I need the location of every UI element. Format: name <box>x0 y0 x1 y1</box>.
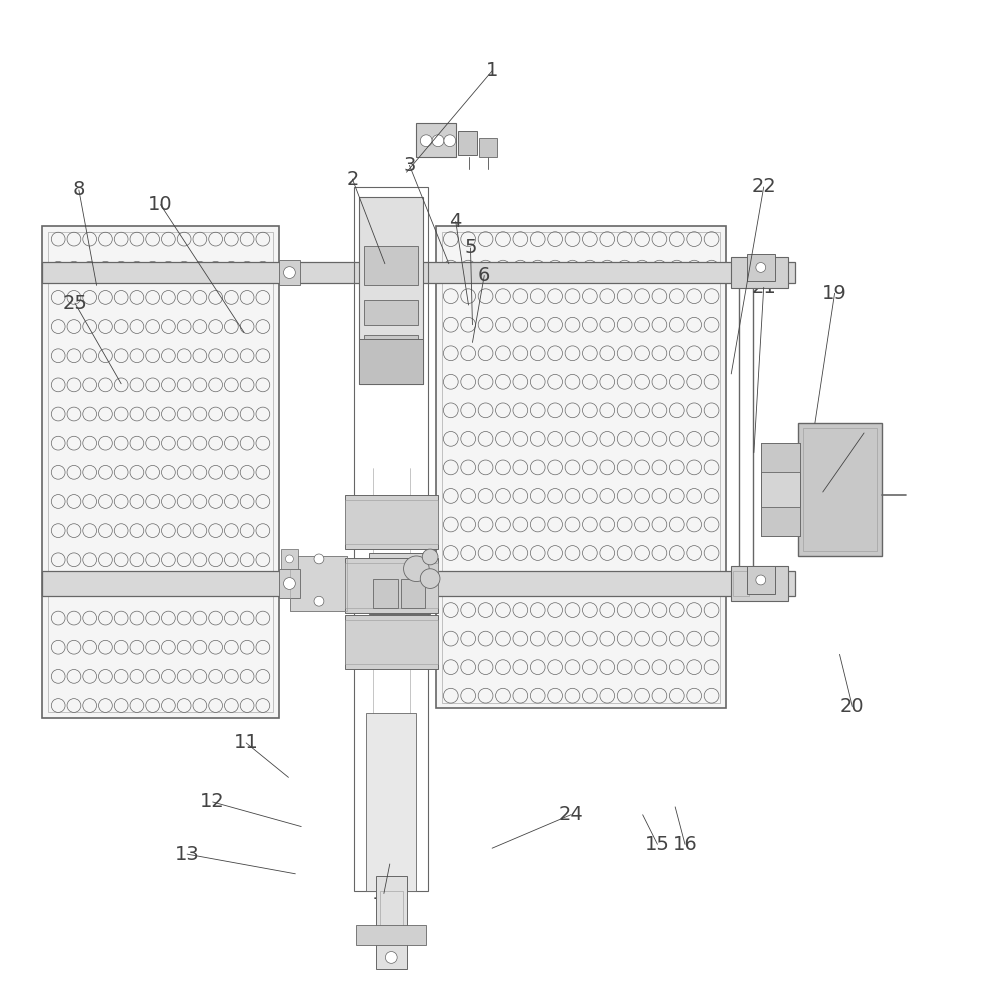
Bar <box>290 556 347 611</box>
Text: 10: 10 <box>148 195 173 215</box>
Text: 21: 21 <box>751 277 776 297</box>
Text: 4: 4 <box>450 212 462 231</box>
Bar <box>803 428 877 551</box>
Text: 13: 13 <box>175 844 199 864</box>
Bar <box>761 443 800 472</box>
Bar <box>761 507 800 536</box>
Bar <box>42 571 795 596</box>
Text: 20: 20 <box>840 697 865 716</box>
Bar <box>458 131 477 155</box>
Circle shape <box>314 596 324 606</box>
Bar <box>366 713 416 891</box>
Bar <box>279 260 300 285</box>
Bar <box>290 556 347 611</box>
Text: 25: 25 <box>852 423 877 443</box>
Bar <box>42 262 795 283</box>
Text: 2: 2 <box>346 169 359 189</box>
Text: 14: 14 <box>372 884 396 903</box>
Bar <box>359 339 423 384</box>
Bar <box>401 579 425 608</box>
Bar <box>761 443 800 536</box>
Text: 8: 8 <box>73 180 85 200</box>
Bar <box>48 232 273 712</box>
Bar <box>345 564 438 608</box>
Text: 5: 5 <box>464 238 477 258</box>
Circle shape <box>420 569 440 588</box>
Bar <box>376 876 407 969</box>
Circle shape <box>444 135 456 147</box>
Bar <box>747 566 775 593</box>
Bar <box>281 549 298 569</box>
Text: 16: 16 <box>673 834 697 854</box>
Circle shape <box>385 952 397 963</box>
Bar <box>356 925 426 945</box>
Bar <box>359 197 423 384</box>
Text: 25: 25 <box>62 293 87 313</box>
Bar <box>364 246 418 285</box>
Text: 22: 22 <box>751 177 776 197</box>
Bar <box>798 423 882 556</box>
Circle shape <box>284 267 295 278</box>
Bar <box>42 226 279 718</box>
Text: 15: 15 <box>645 834 670 854</box>
Circle shape <box>314 554 324 564</box>
Circle shape <box>404 556 429 582</box>
Text: 6: 6 <box>478 266 490 285</box>
Text: 11: 11 <box>234 733 259 753</box>
Bar <box>364 335 418 359</box>
Text: 12: 12 <box>200 792 225 812</box>
Bar <box>731 566 788 601</box>
Circle shape <box>432 135 444 147</box>
Bar <box>345 495 438 549</box>
Bar <box>733 571 749 596</box>
Bar <box>416 123 456 157</box>
Bar <box>345 500 438 544</box>
Bar <box>747 254 775 281</box>
Circle shape <box>422 549 438 565</box>
Bar <box>345 559 438 613</box>
Bar <box>369 553 430 614</box>
Bar <box>442 232 720 703</box>
Circle shape <box>420 135 432 147</box>
Bar <box>345 615 438 669</box>
Bar <box>731 257 788 288</box>
Bar <box>364 300 418 325</box>
Circle shape <box>285 555 293 563</box>
Bar <box>354 187 428 891</box>
Circle shape <box>756 575 766 584</box>
Bar <box>279 569 300 598</box>
Bar <box>436 226 726 708</box>
Bar <box>479 138 497 157</box>
Circle shape <box>284 578 295 589</box>
Bar <box>373 579 398 608</box>
Bar <box>380 891 403 930</box>
Circle shape <box>756 263 766 273</box>
Text: 3: 3 <box>403 155 416 175</box>
Bar <box>345 620 438 664</box>
Text: 1: 1 <box>486 61 498 81</box>
Text: 24: 24 <box>558 805 583 825</box>
Text: 19: 19 <box>822 283 847 303</box>
